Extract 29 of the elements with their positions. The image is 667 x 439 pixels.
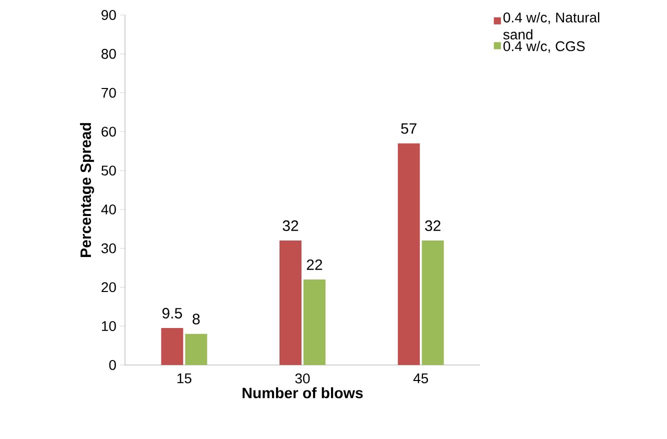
x-tick-label: 15 bbox=[177, 374, 192, 384]
y-tick-label: 50 bbox=[101, 166, 116, 176]
y-tick-label: 20 bbox=[102, 282, 116, 292]
y-tick-label: 60 bbox=[102, 126, 116, 137]
y-tick-label: 10 bbox=[102, 321, 116, 332]
legend-label: 0.4 w/c, Natural sand bbox=[503, 12, 600, 40]
y-tick-label: 90 bbox=[102, 10, 116, 20]
x-tick-label: 45 bbox=[413, 374, 428, 384]
bar bbox=[280, 240, 302, 365]
legend-label: 0.4 w/c, CGS bbox=[503, 40, 585, 53]
y-tick-label: 80 bbox=[102, 48, 116, 59]
x-axis-title: Number of blows bbox=[242, 387, 363, 398]
data-label: 9.5 bbox=[162, 308, 182, 319]
data-label: 57 bbox=[401, 123, 416, 134]
y-tick-label: 70 bbox=[102, 88, 116, 98]
bar bbox=[303, 279, 326, 365]
y-tick-label: 30 bbox=[101, 243, 116, 254]
bar bbox=[161, 328, 184, 365]
bar bbox=[422, 240, 444, 365]
x-tick-label: 30 bbox=[295, 374, 310, 384]
y-axis-title: Percentage Spread bbox=[80, 123, 94, 257]
bar bbox=[398, 143, 420, 365]
bar bbox=[185, 334, 208, 365]
y-tick-label: 0 bbox=[109, 360, 116, 370]
data-label: 22 bbox=[306, 259, 322, 270]
y-tick-label: 40 bbox=[101, 204, 116, 214]
data-label: 32 bbox=[282, 220, 298, 232]
data-label: 32 bbox=[425, 220, 440, 232]
data-label: 8 bbox=[192, 314, 200, 324]
